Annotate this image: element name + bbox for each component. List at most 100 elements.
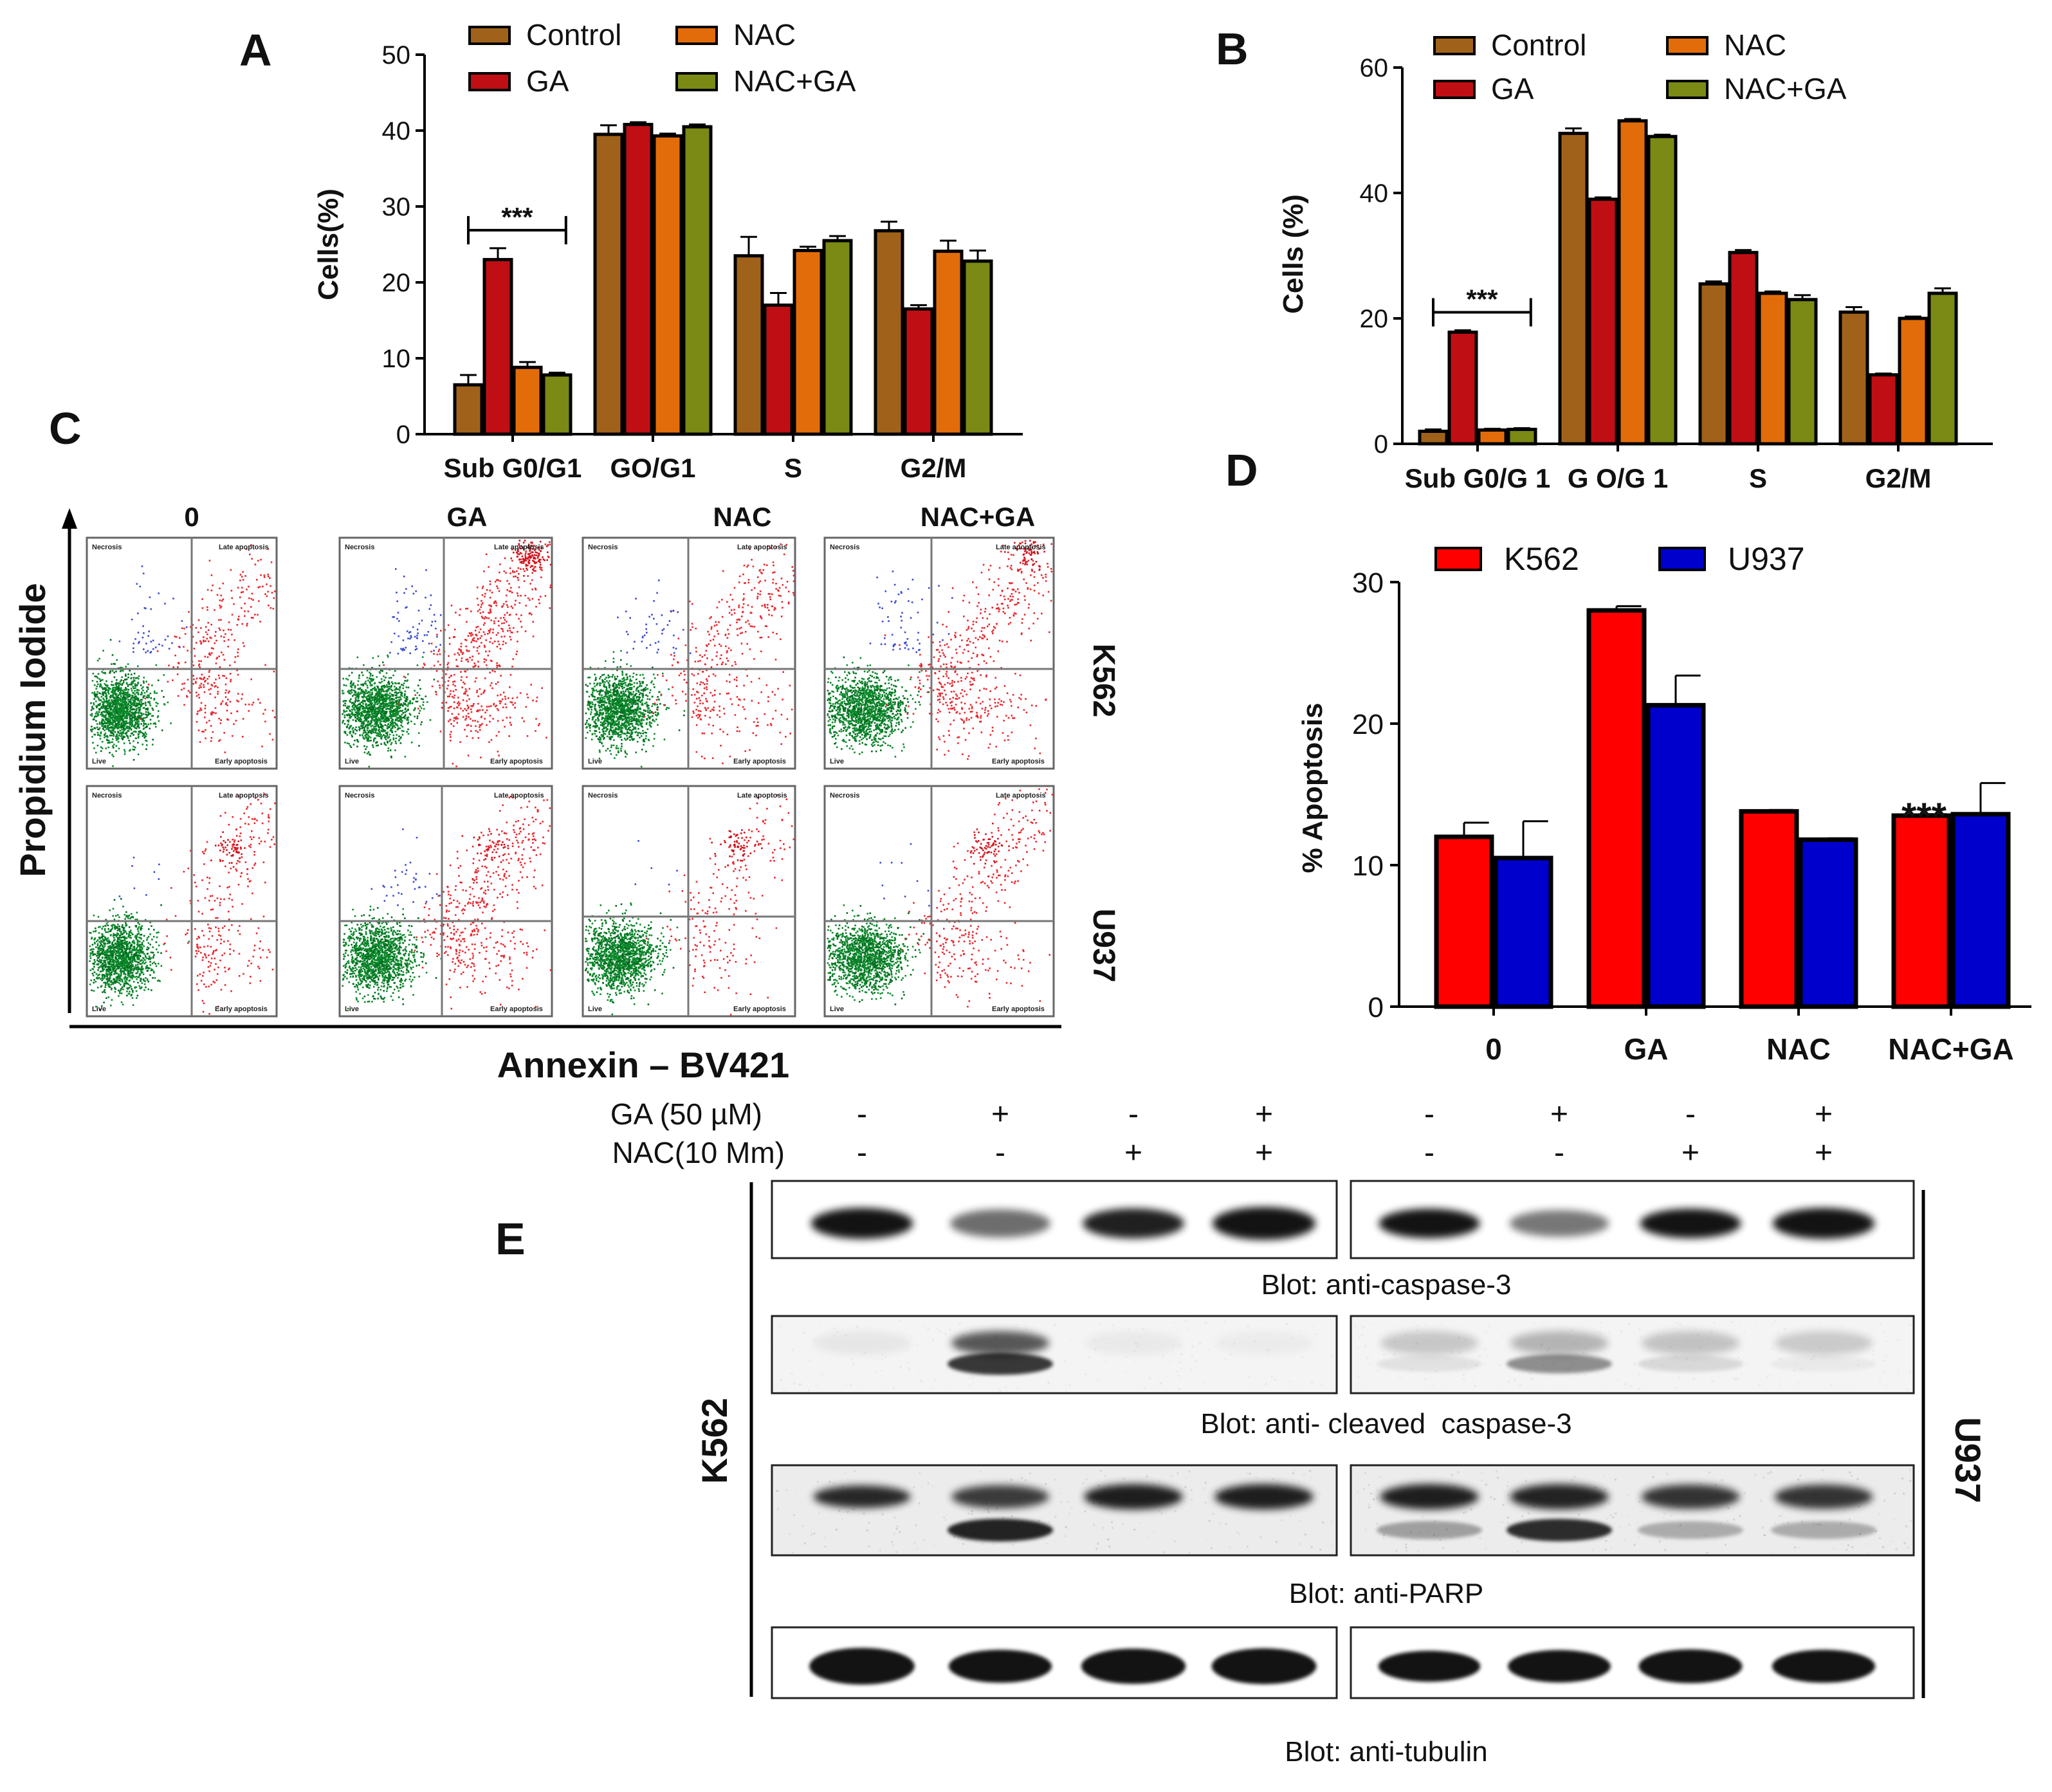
flow-row-k562: K562 [1086, 644, 1121, 718]
bar-u937 [1493, 855, 1553, 1009]
bar-nac [792, 248, 823, 436]
quadrant-label-live: Live [92, 1005, 106, 1013]
legend-swatch [675, 72, 718, 91]
y-tick-label: 0 [396, 421, 410, 449]
protein-band [1215, 1331, 1313, 1355]
quadrant-label-necrosis: Necrosis [345, 792, 374, 800]
protein-band [951, 1485, 1049, 1509]
bar-u937 [1798, 837, 1858, 1009]
bar-control [453, 383, 484, 436]
legend-swatch [468, 72, 511, 91]
protein-band [811, 1207, 913, 1239]
flow-plot-frame [338, 785, 553, 1018]
significance-label: *** [1466, 284, 1498, 315]
quadrant-label-early: Early apoptosis [490, 758, 543, 765]
protein-band [1641, 1484, 1740, 1510]
condition-sign: - [995, 1136, 1005, 1170]
blot-membrane [771, 1626, 1338, 1699]
flow-plot: Necrosis Late apoptosis Live Early apoptosi… [86, 785, 278, 1018]
bar-k562 [1434, 834, 1494, 1009]
bar-control [733, 254, 764, 436]
bar-nac [1477, 428, 1508, 446]
bar-nac-ga [1647, 134, 1678, 446]
panel-a-label: A [239, 25, 272, 75]
bar-nac-ga [1927, 291, 1958, 446]
nac-condition-label: NAC(10 Mm) [612, 1136, 785, 1169]
chart-a-ylabel: Cells(%) [313, 188, 344, 300]
protein-band [1211, 1648, 1317, 1685]
bar-k562 [1586, 608, 1647, 1009]
bar-nac [1898, 316, 1928, 446]
y-tick-label: 60 [1360, 54, 1389, 82]
panel-d-label: D [1225, 445, 1258, 495]
legend-label: NAC [1724, 28, 1786, 62]
y-tick-label: 10 [1352, 850, 1384, 882]
condition-sign: + [1124, 1136, 1142, 1170]
protein-band [1638, 1649, 1743, 1683]
blot-caption-caspase3: Blot: anti-caspase-3 [1261, 1269, 1512, 1301]
blot-membrane [771, 1464, 1338, 1557]
flow-col-nac-ga: NAC+GA [921, 502, 1036, 532]
legend-label: NAC [733, 18, 796, 51]
significance-label: *** [501, 202, 533, 232]
flow-dots [585, 543, 795, 768]
legend-label: Control [526, 18, 621, 51]
bar-u937 [1950, 812, 2011, 1009]
condition-sign: + [1255, 1097, 1273, 1131]
legend-swatch [1666, 36, 1708, 55]
condition-sign: + [1815, 1097, 1833, 1131]
y-tick-label: 40 [1360, 179, 1389, 208]
quadrant-label-live: Live [345, 758, 359, 765]
quadrant-label-live: Live [92, 758, 106, 765]
quadrant-label-live: Live [830, 1005, 844, 1013]
flow-cytometry-panel: Propidium Iodide Annexin – BV421 0 GA NA… [12, 502, 1121, 1085]
bar-control [1838, 310, 1869, 446]
legend-swatch [1433, 36, 1476, 55]
condition-sign: - [1424, 1136, 1434, 1170]
quadrant-label-live: Live [588, 758, 602, 765]
protein-band [948, 1649, 1052, 1683]
legend-label: U937 [1728, 541, 1805, 577]
y-tick-label: 50 [382, 41, 411, 69]
blot-membrane [771, 1180, 1338, 1259]
bar-control [1558, 131, 1589, 446]
blot-membrane [1350, 1464, 1915, 1557]
category-label: NAC+GA [1888, 1032, 2014, 1066]
legend-swatch [1666, 80, 1708, 99]
bar-ga [1447, 330, 1478, 446]
bar-nac [933, 250, 964, 436]
flow-plot: Necrosis Late apoptosis Live Early apoptosi… [86, 536, 278, 770]
flow-plot-frame [823, 536, 1055, 770]
protein-band [1510, 1484, 1609, 1510]
quadrant-label-late: Late apoptosis [219, 792, 269, 800]
western-blot-panel: GA (50 µM) NAC(10 Mm) K562 U937 Blot: an… [610, 1097, 1988, 1768]
bar-ga [1868, 373, 1899, 446]
pi-axis-arrow-icon [62, 508, 77, 529]
protein-band-cleaved [948, 1353, 1053, 1375]
flow-dots [89, 793, 276, 1015]
condition-sign: - [857, 1136, 867, 1170]
protein-band-cleaved [1771, 1356, 1876, 1372]
legend-swatch [675, 26, 718, 45]
protein-band [1774, 1484, 1873, 1510]
blot-caption-cleaved-caspase3: Blot: anti- cleaved caspase-3 [1200, 1408, 1571, 1440]
protein-band [1084, 1331, 1183, 1355]
legend-label: GA [526, 64, 569, 98]
flow-dots [89, 544, 276, 767]
condition-sign: + [991, 1097, 1009, 1131]
protein-band-cleaved [1638, 1521, 1743, 1539]
blot-membrane [771, 1315, 1338, 1394]
protein-band [1380, 1484, 1479, 1510]
bar-nac-ga [962, 259, 993, 436]
flow-dots [827, 788, 1054, 1008]
bar-u937 [1645, 702, 1706, 1009]
bar-ga [903, 307, 934, 436]
bar-ga [763, 303, 794, 436]
y-tick-label: 30 [1352, 567, 1384, 599]
protein-band [1772, 1207, 1875, 1239]
quadrant-label-necrosis: Necrosis [92, 544, 122, 551]
quadrant-label-late: Late apoptosis [996, 792, 1046, 800]
flow-plot: Necrosis Late apoptosis Live Early apoptosi… [582, 785, 796, 1018]
bar-nac [1757, 291, 1788, 446]
protein-band [1508, 1650, 1611, 1683]
